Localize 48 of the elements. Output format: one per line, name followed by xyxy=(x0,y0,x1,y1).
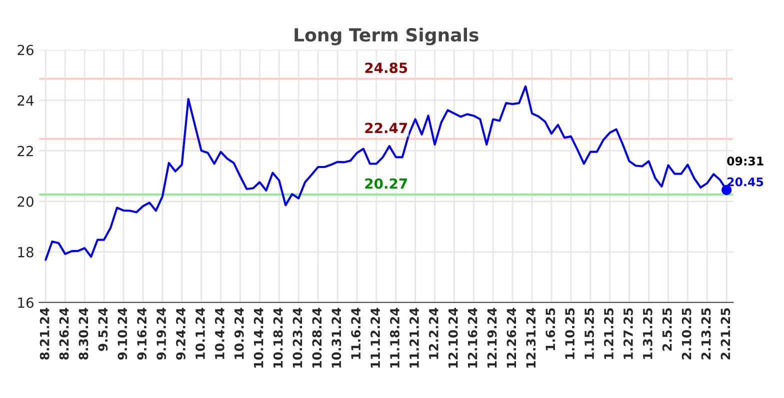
x-tick-label: 9.24.24 xyxy=(176,308,186,360)
x-tick-label: 10.23.24 xyxy=(292,308,302,368)
x-tick-label: 10.18.24 xyxy=(273,308,283,368)
x-tick-label: 8.26.24 xyxy=(59,308,69,360)
x-tick-label: 12.31.24 xyxy=(526,308,536,368)
x-tick-label: 12.10.24 xyxy=(448,308,458,368)
x-tick-label: 10.14.24 xyxy=(254,308,264,368)
x-tick-label: 10.4.24 xyxy=(214,308,224,359)
y-tick-label: 26 xyxy=(18,44,34,56)
x-tick-label: 12.19.24 xyxy=(487,308,497,368)
x-tick-label: 9.5.24 xyxy=(98,308,108,351)
x-tick-label: 12.26.24 xyxy=(506,308,516,368)
y-tick-label: 22 xyxy=(18,146,33,156)
x-tick-label: 12.16.24 xyxy=(468,308,478,368)
y-tick-label: 20 xyxy=(18,196,34,207)
x-tick-label: 2.21.25 xyxy=(720,308,730,360)
x-tick-label: 8.21.24 xyxy=(40,308,50,360)
x-tick-label: 9.16.24 xyxy=(137,308,147,360)
ref-line-label: 24.85 xyxy=(365,62,408,74)
x-tick-label: 12.2.24 xyxy=(428,308,438,359)
x-tick-label: 1.27.25 xyxy=(623,308,633,359)
x-tick-label: 8.30.24 xyxy=(78,308,88,360)
ref-line-label: 22.47 xyxy=(365,122,407,134)
x-tick-label: 10.1.24 xyxy=(195,308,205,359)
x-tick-label: 9.10.24 xyxy=(118,308,128,360)
x-tick-label: 2.10.25 xyxy=(682,308,692,360)
annotation: 20.45 xyxy=(727,177,764,186)
x-tick-label: 2.5.25 xyxy=(662,308,672,351)
y-tick-label: 24 xyxy=(18,95,34,106)
ref-line-label: 20.27 xyxy=(365,178,407,189)
x-tick-label: 1.21.25 xyxy=(604,308,614,359)
x-tick-label: 11.18.24 xyxy=(390,308,400,368)
x-tick-label: 10.9.24 xyxy=(234,308,244,359)
x-tick-label: 10.28.24 xyxy=(312,308,322,368)
x-tick-label: 11.6.24 xyxy=(351,308,361,359)
x-tick-label: 1.10.25 xyxy=(565,308,575,359)
x-tick-label: 11.21.24 xyxy=(409,308,419,368)
x-tick-label: 11.12.24 xyxy=(370,308,380,368)
x-tick-label: 2.13.25 xyxy=(701,308,711,360)
x-tick-label: 10.31.24 xyxy=(332,308,342,368)
x-tick-label: 1.6.25 xyxy=(546,308,556,350)
x-tick-label: 1.31.25 xyxy=(642,308,652,359)
annotation: 09:31 xyxy=(727,156,764,166)
x-tick-label: 1.15.25 xyxy=(584,308,594,359)
y-tick-label: 18 xyxy=(18,246,34,258)
chart-title: Long Term Signals xyxy=(294,28,478,46)
y-tick-label: 16 xyxy=(18,297,34,308)
x-tick-label: 9.19.24 xyxy=(156,308,166,360)
